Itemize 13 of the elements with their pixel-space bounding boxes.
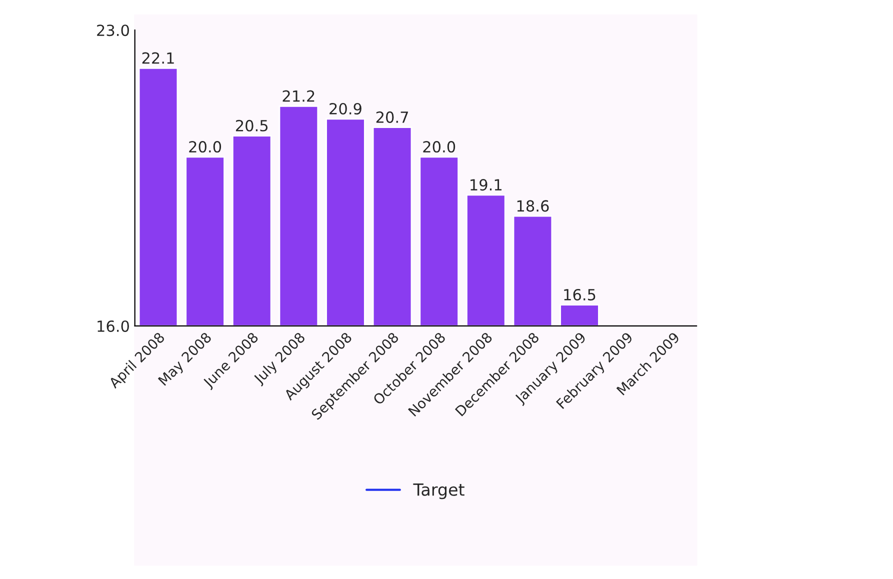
data-label: 22.1 bbox=[142, 52, 174, 64]
y-tick-label: 16.0 bbox=[98, 320, 129, 332]
data-label: 18.6 bbox=[517, 200, 549, 212]
data-label: 20.5 bbox=[236, 120, 268, 132]
data-label: 20.9 bbox=[330, 102, 362, 115]
data-label: 20.0 bbox=[189, 141, 222, 153]
legend-label: Target bbox=[413, 484, 464, 500]
y-tick-label: 23.0 bbox=[97, 24, 129, 36]
data-label: 20.7 bbox=[376, 111, 408, 123]
data-label: 19.1 bbox=[470, 179, 502, 191]
data-label: 20.0 bbox=[423, 141, 456, 153]
data-label: 16.5 bbox=[564, 288, 596, 300]
data-label: 21.2 bbox=[282, 90, 314, 102]
